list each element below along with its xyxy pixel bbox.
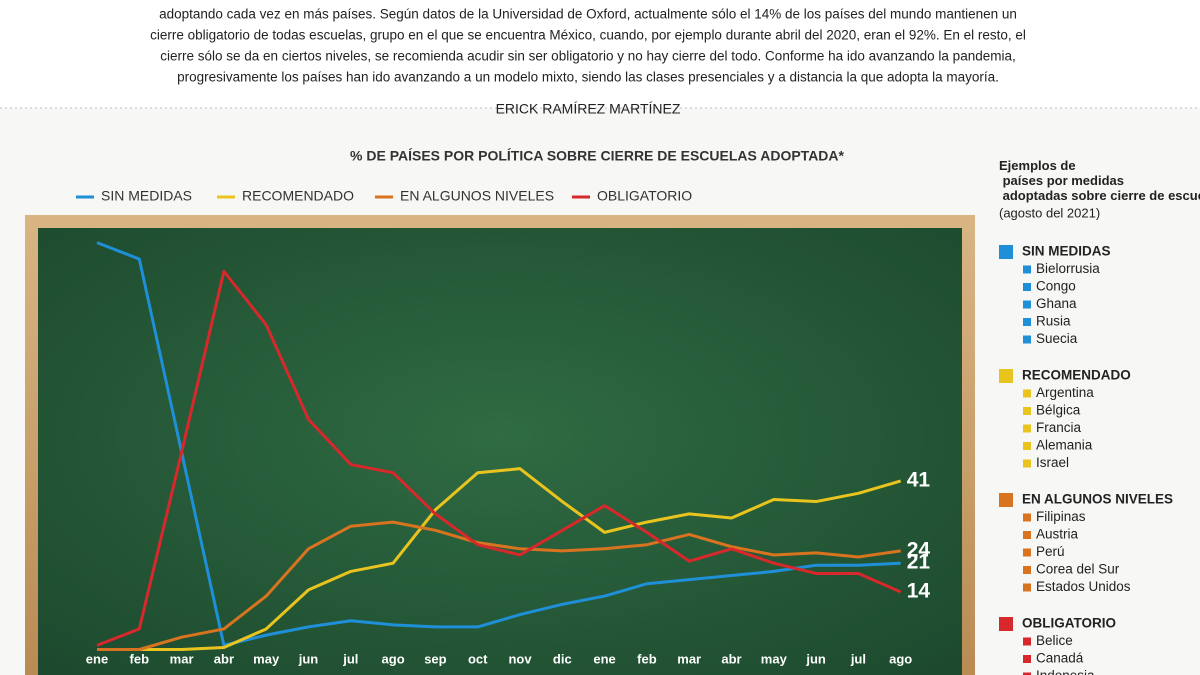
- group-name: EN ALGUNOS NIVELES: [1022, 492, 1173, 507]
- chalkboard: [38, 228, 962, 675]
- country: Rusia: [1036, 314, 1071, 329]
- intro-line: cierre sólo se da en ciertos niveles, se…: [160, 49, 1015, 64]
- country: Francia: [1036, 420, 1082, 435]
- x-tick-label: ene: [593, 651, 615, 666]
- x-tick-label: jun: [298, 651, 319, 666]
- x-tick-label: mar: [677, 651, 701, 666]
- legend-label: RECOMENDADO: [242, 188, 354, 204]
- country: Alemania: [1036, 438, 1093, 453]
- country: Belice: [1036, 633, 1073, 648]
- x-tick-label: jul: [342, 651, 358, 666]
- country-bullet: [1023, 389, 1031, 398]
- examples-subtitle: (agosto del 2021): [999, 205, 1100, 220]
- country: Congo: [1036, 279, 1076, 294]
- end-label: 41: [907, 469, 931, 492]
- series-line: [97, 520, 901, 651]
- country-bullet: [1023, 300, 1031, 309]
- end-label: 24: [907, 538, 931, 561]
- x-tick-label: oct: [468, 651, 488, 666]
- country-bullet: [1023, 424, 1031, 433]
- country: Ghana: [1036, 296, 1077, 311]
- x-tick-label: ago: [889, 651, 912, 666]
- country: Filipinas: [1036, 509, 1086, 524]
- country-bullet: [1023, 459, 1031, 468]
- x-tick-label: sep: [424, 651, 446, 666]
- x-tick-label: nov: [508, 651, 532, 666]
- country-bullet: [1023, 318, 1031, 326]
- country: Corea del Sur: [1036, 562, 1120, 577]
- country: Argentina: [1036, 385, 1094, 400]
- x-tick-label: ago: [382, 651, 405, 666]
- examples-title: Ejemplos de países por medidas adoptadas…: [999, 158, 1200, 203]
- group-swatch: [999, 369, 1013, 383]
- country-bullet: [1023, 442, 1031, 450]
- group-name: RECOMENDADO: [1022, 368, 1131, 383]
- country: Bélgica: [1036, 403, 1081, 418]
- x-tick-label: may: [253, 651, 280, 666]
- country-bullet: [1023, 531, 1031, 539]
- country: Bielorrusia: [1036, 261, 1100, 276]
- country-bullet: [1023, 566, 1031, 574]
- country-bullet: [1023, 335, 1031, 344]
- x-tick-label: abr: [721, 651, 741, 666]
- country-bullet: [1023, 283, 1031, 291]
- byline: ERICK RAMÍREZ MARTÍNEZ: [496, 101, 681, 117]
- end-label: 21: [907, 551, 931, 574]
- group-swatch: [999, 245, 1013, 259]
- country: Indonesia: [1036, 668, 1095, 675]
- x-tick-label: may: [761, 651, 788, 666]
- series-line: [96, 269, 902, 647]
- country-bullet: [1023, 672, 1031, 675]
- country: Austria: [1036, 527, 1079, 542]
- end-label: 14: [907, 580, 931, 603]
- group-swatch: [999, 617, 1013, 631]
- country-bullet: [1023, 407, 1031, 415]
- group-name: SIN MEDIDAS: [1022, 244, 1111, 259]
- x-tick-label: feb: [130, 651, 150, 666]
- country: Canadá: [1036, 651, 1084, 666]
- country-bullet: [1023, 548, 1031, 557]
- country-bullet: [1023, 583, 1031, 592]
- x-tick-label: jul: [850, 651, 866, 666]
- legend-label: EN ALGUNOS NIVELES: [400, 188, 554, 204]
- country-bullet: [1023, 265, 1031, 274]
- x-tick-label: dic: [553, 651, 572, 666]
- intro-line: adoptando cada vez en más países. Según …: [159, 7, 1017, 22]
- x-tick-label: feb: [637, 651, 657, 666]
- country: Israel: [1036, 455, 1069, 470]
- intro-bg: [0, 0, 1200, 108]
- x-tick-label: abr: [214, 651, 234, 666]
- intro-line: cierre obligatorio de todas escuelas, gr…: [150, 28, 1026, 43]
- x-tick-label: jun: [805, 651, 826, 666]
- country: Perú: [1036, 544, 1065, 559]
- x-tick-label: mar: [170, 651, 194, 666]
- country: Estados Unidos: [1036, 579, 1131, 594]
- country-bullet: [1023, 637, 1031, 646]
- intro-line: progresivamente los países han ido avanz…: [177, 70, 999, 85]
- legend-label: OBLIGATORIO: [597, 188, 692, 204]
- group-name: OBLIGATORIO: [1022, 616, 1116, 631]
- country-bullet: [1023, 513, 1031, 522]
- country: Suecia: [1036, 331, 1078, 346]
- legend-label: SIN MEDIDAS: [101, 188, 192, 204]
- x-tick-label: ene: [86, 651, 108, 666]
- chart-title: % DE PAÍSES POR POLÍTICA SOBRE CIERRE DE…: [350, 148, 845, 164]
- series-line: [97, 467, 902, 651]
- group-swatch: [999, 493, 1013, 507]
- country-bullet: [1023, 655, 1031, 663]
